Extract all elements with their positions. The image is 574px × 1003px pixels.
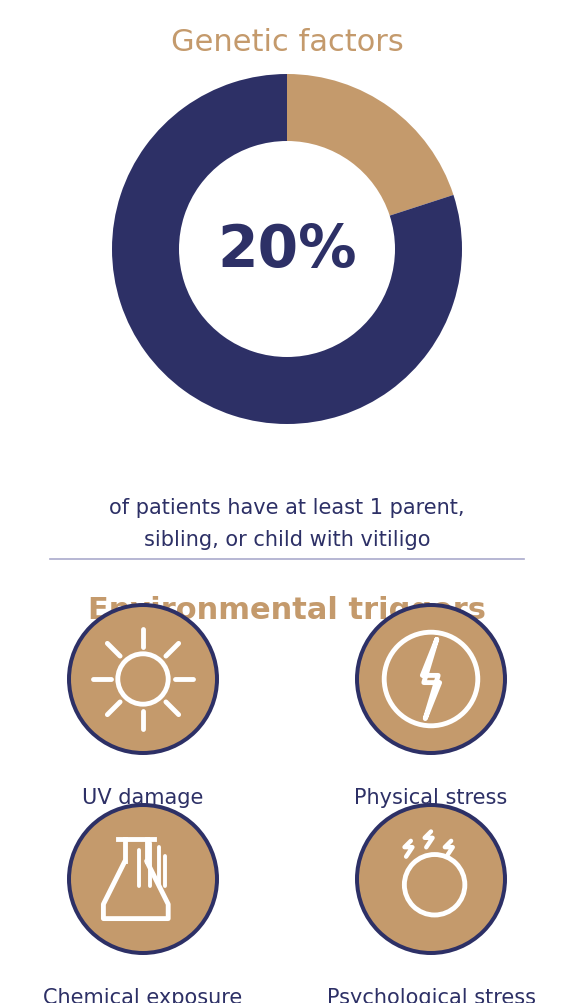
Circle shape [355,803,507,955]
Circle shape [355,604,507,755]
Wedge shape [287,75,453,217]
Circle shape [359,807,503,951]
Text: sibling, or child with vitiligo: sibling, or child with vitiligo [144,530,430,550]
Text: of patients have at least 1 parent,: of patients have at least 1 parent, [109,497,465,518]
Text: Physical stress: Physical stress [354,787,507,807]
Text: Genetic factors: Genetic factors [170,28,404,57]
Circle shape [67,604,219,755]
Circle shape [71,807,215,951]
Circle shape [71,608,215,751]
Text: Chemical exposure: Chemical exposure [44,987,243,1003]
Circle shape [359,608,503,751]
Text: 20%: 20% [217,222,357,278]
Text: Psychological stress: Psychological stress [327,987,536,1003]
Circle shape [67,803,219,955]
Wedge shape [112,75,462,424]
Text: Environmental triggers: Environmental triggers [88,596,486,625]
Text: UV damage: UV damage [82,787,204,807]
